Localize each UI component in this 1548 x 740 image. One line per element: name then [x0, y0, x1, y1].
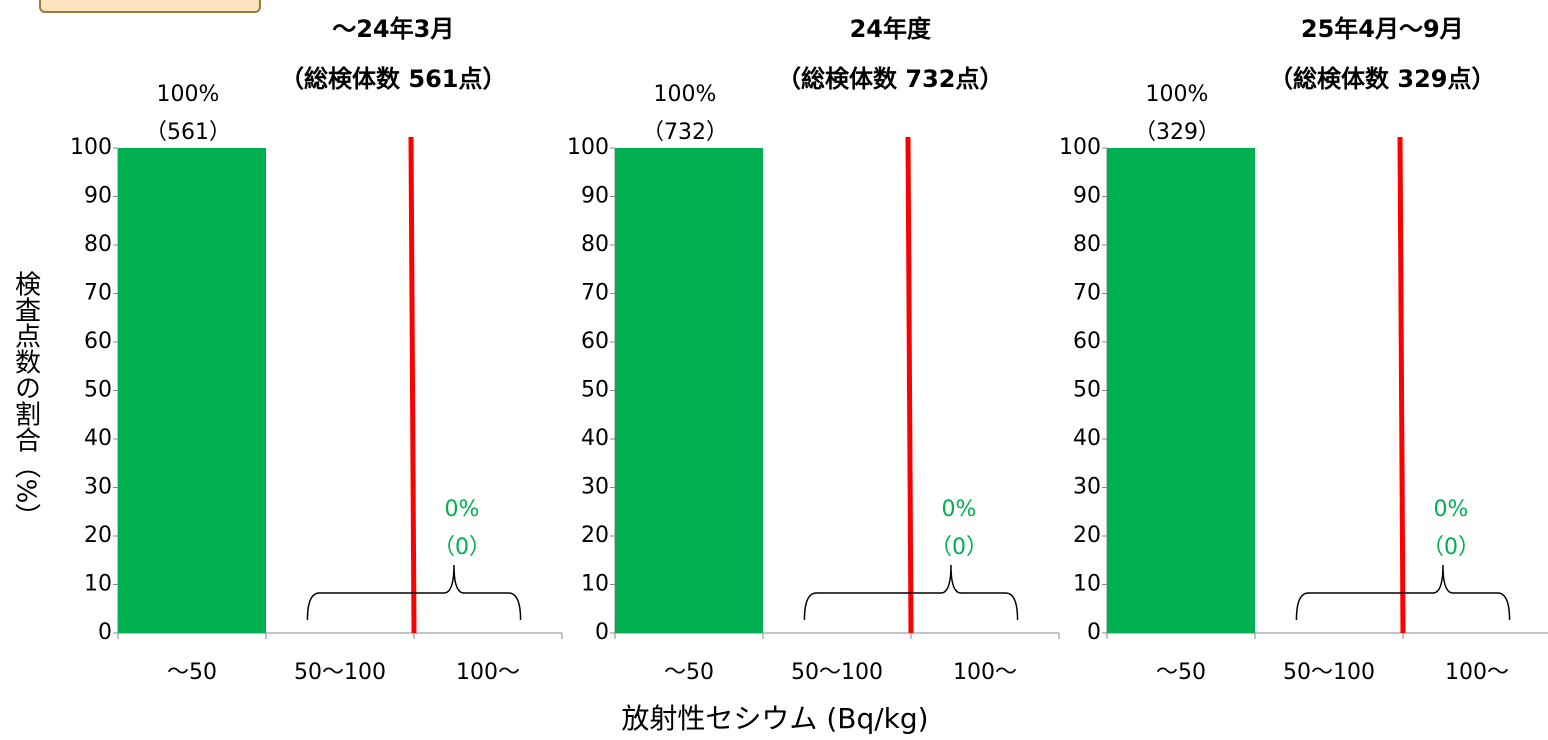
- corner-box: [39, 0, 261, 13]
- y-tick-label: 0: [1087, 620, 1101, 645]
- limit-line: [1397, 136, 1406, 634]
- x-tick-label: 100～: [456, 660, 520, 685]
- x-tick-label: 50～100: [791, 660, 883, 685]
- x-tick-label: ～50: [1156, 660, 1206, 685]
- y-tick-label: 50: [581, 378, 609, 403]
- y-tick-label: 10: [84, 572, 112, 597]
- y-tick-label: 40: [1073, 426, 1101, 451]
- y-tick-label: 80: [1073, 232, 1101, 257]
- y-tick-label: 20: [84, 523, 112, 548]
- panel-title: 24年度: [850, 15, 932, 43]
- x-tick-label: ～50: [167, 660, 217, 685]
- y-tick-label: 30: [84, 475, 112, 500]
- x-tick-label: 100～: [953, 660, 1017, 685]
- bar-label: （329）: [1134, 120, 1220, 145]
- y-tick-label: 20: [581, 523, 609, 548]
- y-tick-label: 100: [70, 135, 112, 160]
- y-tick-label: 70: [581, 281, 609, 306]
- brace: [803, 564, 1019, 621]
- x-tick-label: ～50: [664, 660, 714, 685]
- panel-title: 25年4月～9月: [1301, 15, 1464, 43]
- bar: [615, 148, 763, 633]
- brace-label: （0）: [1422, 535, 1480, 560]
- y-tick-label: 30: [581, 475, 609, 500]
- y-tick-label: 30: [1073, 475, 1101, 500]
- bar-label: 100%: [157, 82, 220, 107]
- y-tick-label: 60: [1073, 329, 1101, 354]
- x-tick-label: 50～100: [1283, 660, 1375, 685]
- brace-label: 0%: [445, 497, 480, 522]
- y-tick-label: 10: [1073, 572, 1101, 597]
- panel-title: （総検体数 732点）: [777, 65, 1003, 93]
- x-tick-label: 100～: [1445, 660, 1509, 685]
- y-tick-label: 100: [567, 135, 609, 160]
- y-tick-label: 90: [581, 184, 609, 209]
- y-tick-label: 40: [581, 426, 609, 451]
- y-tick-label: 60: [581, 329, 609, 354]
- y-tick-label: 90: [84, 184, 112, 209]
- y-tick-label: 100: [1059, 135, 1101, 160]
- panel-title: ～24年3月: [332, 15, 454, 43]
- bar: [118, 148, 266, 633]
- bar-label: （561）: [145, 120, 231, 145]
- y-tick-label: 80: [581, 232, 609, 257]
- bar-label: （732）: [642, 120, 728, 145]
- bar-label: 100%: [1146, 82, 1209, 107]
- y-axis-label: 検査点数の割合（%）: [11, 271, 41, 530]
- x-axis-label: 放射性セシウム (Bq/kg): [621, 702, 928, 735]
- y-tick-label: 20: [1073, 523, 1101, 548]
- bar-label: 100%: [654, 82, 717, 107]
- bar: [1107, 148, 1255, 633]
- y-tick-label: 90: [1073, 184, 1101, 209]
- y-tick-label: 50: [1073, 378, 1101, 403]
- brace-label: （0）: [433, 535, 491, 560]
- x-tick-label: 50～100: [294, 660, 386, 685]
- y-tick-label: 0: [595, 620, 609, 645]
- brace: [1295, 564, 1511, 621]
- y-tick-label: 10: [581, 572, 609, 597]
- brace-label: 0%: [1434, 497, 1469, 522]
- y-tick-label: 0: [98, 620, 112, 645]
- y-tick-label: 70: [84, 281, 112, 306]
- y-tick-label: 40: [84, 426, 112, 451]
- y-tick-label: 80: [84, 232, 112, 257]
- brace-label: （0）: [930, 535, 988, 560]
- limit-line: [905, 136, 914, 634]
- limit-line: [408, 136, 417, 634]
- panel-title: （総検体数 561点）: [280, 65, 506, 93]
- brace: [306, 564, 522, 621]
- y-tick-label: 50: [84, 378, 112, 403]
- panel-title: （総検体数 329点）: [1269, 65, 1495, 93]
- y-tick-label: 60: [84, 329, 112, 354]
- y-tick-label: 70: [1073, 281, 1101, 306]
- brace-label: 0%: [942, 497, 977, 522]
